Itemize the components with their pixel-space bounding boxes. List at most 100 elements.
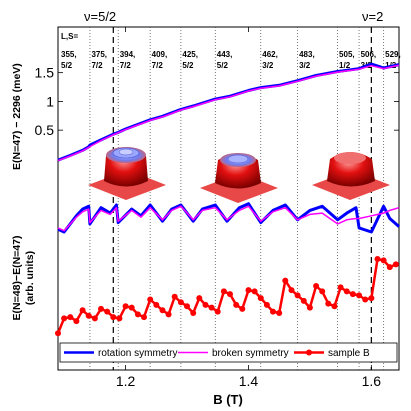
sample-b-point [270,308,276,315]
sample-b-point [85,312,92,319]
y-axis-ticks-top: 0.5 1 1.5 [35,65,399,138]
transition-label-l: 425, [182,50,198,59]
x-tick-label: 1.4 [239,373,259,389]
sample-b-point [362,296,369,303]
sample-b-point [128,304,135,311]
sample-b-point [331,303,338,310]
transition-lines [89,27,385,370]
y-tick-label: 1 [46,93,54,109]
sample-b-point [386,264,393,271]
sample-b-point [177,299,184,306]
sample-b-point [374,256,381,262]
sample-b-point [214,308,221,315]
transition-label-s: 3/2 [299,61,311,70]
sample-b-point [343,288,350,295]
sample-b-point [300,297,307,304]
sample-b-point [239,305,246,312]
sample-b-point [159,307,166,314]
transition-label-l: 506, [361,50,377,59]
sample-b-point [153,301,160,308]
sample-b-point [251,288,258,295]
y-axis-label-bottom-1: E(N=48)−E(N=47) [11,236,23,321]
sample-b-point [134,311,141,318]
sample-b-point [141,314,147,321]
first-label-line0: L,S= [61,32,78,41]
sample-b-point [306,304,313,311]
sample-b-point [116,315,123,322]
nu-label-2: ν=2 [362,9,383,24]
transition-label-l: 375, [91,50,107,59]
sample-b-point [233,301,240,308]
sample-b-point [55,330,61,337]
sample-b-point [319,288,326,295]
y-tick-label: 0.5 [35,122,55,138]
density-inset-3 [312,152,390,200]
bottom-series-line [57,205,400,232]
transition-label-l: 409, [152,50,168,59]
transition-label-s: 7/2 [91,61,103,70]
legend-label-rotation: rotation symmetry [98,348,177,359]
first-label-line1: 355, [61,50,77,59]
transition-label-s: 5/2 [217,61,229,70]
bottom-panel-series [55,202,400,337]
transition-label-s: 5/2 [182,61,194,70]
legend-marker-sample [306,349,312,356]
x-axis-ticks: 1.2 1.4 1.6 [116,27,381,389]
transition-label-l: 394, [120,50,136,59]
transition-label-s: 3/2 [262,61,274,70]
legend-label-sample: sample B [328,348,370,359]
sample-b-point [61,315,68,322]
sample-b-point [392,261,399,268]
sample-b-point [202,301,209,308]
sample-b-point [91,315,98,322]
sample-b-point [257,295,264,302]
sample-b-point [79,307,86,314]
sample-b-point [227,291,233,298]
sample-b-point [98,305,104,312]
density-inset-1 [88,147,166,200]
y-tick-label: 1.5 [35,65,55,81]
sample-b-point [325,300,332,307]
sample-b-point [171,293,178,300]
sample-b-point [73,318,80,325]
transition-label-s: 7/2 [120,61,132,70]
sample-b-point [165,311,172,318]
bottom-series-line [57,202,400,234]
transition-label-l: 462, [262,50,278,59]
sample-b-point [276,310,283,316]
x-tick-label: 1.6 [362,373,382,389]
sample-b-point [313,283,320,289]
sample-b-point [288,287,295,294]
transition-label-l: 505, [339,50,355,59]
top-panel-series [57,62,400,162]
nu-label-5-2: ν=5/2 [84,9,116,24]
sample-b-point [368,295,375,302]
y-axis-label-top: E(N=47) − 2296 (meV) [11,63,23,170]
filling-factor-lines [112,27,372,370]
sample-b-point [110,314,117,321]
sample-b-point [356,292,363,299]
transition-label-l: 529, [385,50,401,59]
density-inset-2 [200,153,278,203]
sample-b-point [245,287,252,294]
transition-label-l: 483, [299,50,315,59]
transition-label-s: 1/2 [339,61,351,70]
sample-b-point [67,314,74,321]
legend: rotation symmetry broken symmetry sample… [59,342,398,363]
sample-b-point [147,296,154,303]
sample-b-point [122,303,129,310]
sample-b-point [184,303,190,310]
transition-label-s: 7/2 [152,61,164,70]
x-axis-label: B (T) [213,392,243,407]
sample-b-point [282,277,289,284]
sample-b-point [220,288,227,295]
sample-b-point [208,304,215,311]
sample-b-point [190,310,197,316]
y-axis-label-bottom-2: (arb. units) [24,251,36,305]
sample-b-point [263,301,270,308]
legend-label-broken: broken symmetry [212,348,289,359]
sample-b-point [294,292,301,299]
top-series-line [57,64,400,162]
sample-b-point [104,308,111,315]
